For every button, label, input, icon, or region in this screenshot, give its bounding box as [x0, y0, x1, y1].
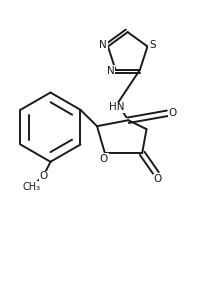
- Text: HN: HN: [109, 102, 125, 112]
- Text: CH₃: CH₃: [22, 182, 40, 192]
- Text: N: N: [99, 41, 107, 51]
- Text: O: O: [100, 154, 108, 164]
- Text: O: O: [153, 174, 162, 184]
- Text: S: S: [149, 41, 156, 51]
- Text: N: N: [107, 66, 114, 76]
- Text: O: O: [39, 171, 48, 181]
- Text: O: O: [168, 108, 177, 118]
